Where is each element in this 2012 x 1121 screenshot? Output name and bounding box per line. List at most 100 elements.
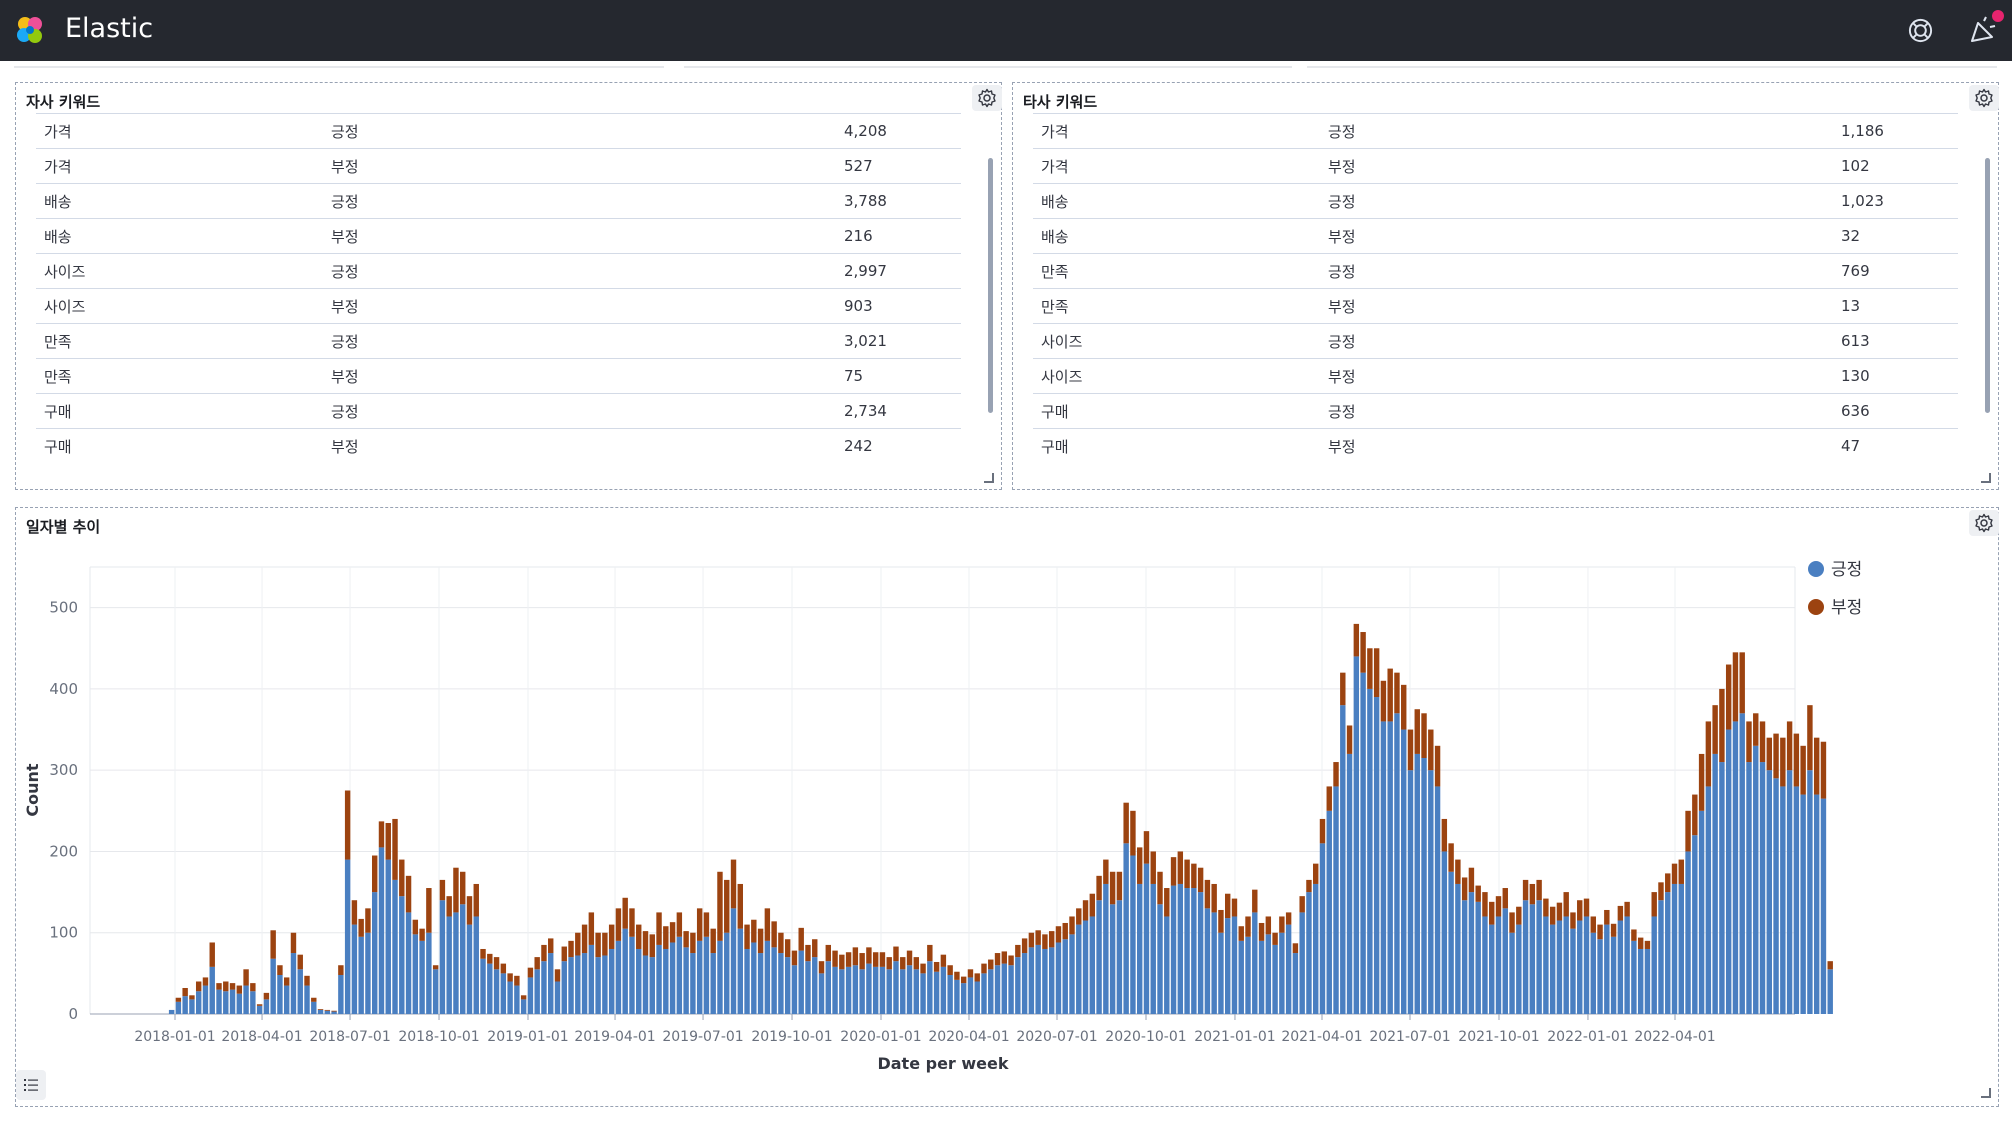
bar-positive [812, 957, 818, 1014]
bar-positive [1773, 778, 1779, 1014]
table-scrollbar[interactable] [988, 158, 993, 413]
panel-settings-button[interactable] [1969, 85, 1999, 111]
bar-negative [1807, 705, 1813, 771]
bar-positive [554, 981, 561, 1014]
news-icon[interactable] [1968, 15, 1998, 45]
bar-negative [1665, 873, 1671, 893]
bar-positive [1021, 953, 1028, 1014]
bar-negative [900, 957, 906, 970]
bar-positive [663, 948, 669, 1014]
bar-negative [1509, 912, 1515, 933]
bar-negative [1522, 879, 1529, 901]
bar-positive [419, 940, 425, 1014]
bar-negative [1414, 709, 1420, 754]
bar-negative [1225, 893, 1231, 919]
bar-positive [175, 1001, 182, 1014]
bar-positive [1272, 944, 1278, 1014]
sentiment-cell: 긍정 [323, 113, 836, 149]
bar-positive [311, 1001, 317, 1014]
keyword-cell: 사이즈 [36, 288, 323, 324]
app-title[interactable]: Elastic [65, 13, 154, 44]
bar-negative [1333, 762, 1339, 787]
elastic-logo-icon[interactable] [14, 14, 46, 46]
bar-negative [1678, 859, 1684, 884]
bar-positive [703, 936, 710, 1014]
bar-positive [1109, 904, 1116, 1014]
bar-positive [696, 940, 703, 1014]
bar-negative [724, 879, 730, 933]
bar-positive [1082, 920, 1089, 1014]
bar-positive [954, 979, 960, 1014]
table-scrollbar[interactable] [1985, 158, 1990, 413]
bar-positive [446, 916, 452, 1014]
bar-positive [629, 936, 635, 1014]
legend-label[interactable]: 부정 [1831, 598, 1862, 618]
bar-negative [744, 924, 750, 949]
bar-negative [1495, 896, 1502, 917]
bar-positive [1231, 916, 1238, 1014]
bar-positive [548, 953, 554, 1014]
bar-negative [392, 818, 398, 880]
bar-negative [412, 919, 419, 935]
x-tick-label: 2021-04-01 [1281, 1029, 1362, 1045]
bar-positive [1482, 916, 1488, 1014]
bar-positive [1637, 948, 1644, 1014]
resize-handle[interactable] [984, 473, 994, 483]
bar-positive [195, 991, 202, 1014]
sentiment-cell: 긍정 [323, 253, 836, 289]
bar-negative [1543, 898, 1549, 917]
sentiment-cell: 긍정 [1320, 183, 1833, 219]
bar-negative [940, 954, 947, 967]
bar-negative [1597, 924, 1603, 940]
bar-positive [378, 847, 385, 1014]
bar-positive [1820, 798, 1827, 1014]
bar-negative [311, 997, 317, 1002]
bar-positive [1583, 916, 1590, 1014]
count-cell: 2,997 [836, 253, 961, 289]
bar-negative [202, 977, 209, 986]
bar-positive [825, 961, 831, 1014]
bar-positive [460, 904, 466, 1014]
legend-label[interactable]: 긍정 [1831, 560, 1862, 580]
own-keywords-panel: 자사 키워드 가격 긍정 4,208 가격 부정 527 배송 긍정 3,788 배송 부정 216 사… [15, 82, 1002, 490]
table-row: 만족 긍정 3,021 [36, 323, 961, 359]
bar-negative [1421, 713, 1427, 758]
count-cell: 47 [1833, 428, 1958, 464]
resize-handle[interactable] [1981, 1088, 1991, 1098]
y-tick-label: 0 [68, 1005, 78, 1023]
bar-negative [1360, 632, 1366, 673]
bar-positive [1577, 920, 1583, 1014]
bar-positive [1096, 900, 1102, 1014]
bar-positive [676, 936, 683, 1014]
bar-negative [927, 944, 933, 962]
panel-settings-button[interactable] [972, 85, 1002, 111]
keyword-cell: 배송 [1033, 183, 1320, 219]
panel-settings-button[interactable] [1969, 510, 1999, 536]
y-tick-label: 400 [49, 680, 78, 698]
bar-negative [1082, 900, 1089, 921]
bar-negative [1258, 922, 1265, 941]
sentiment-cell: 부정 [323, 148, 836, 184]
bar-negative [446, 896, 452, 917]
help-icon[interactable] [1907, 17, 1934, 44]
panel-title: 일자별 추이 [26, 518, 101, 536]
legend-toggle-button[interactable] [16, 1070, 46, 1100]
bar-positive [615, 940, 622, 1014]
table-row: 구매 부정 242 [36, 428, 961, 464]
bar-positive [967, 977, 974, 1014]
bar-positive [324, 1010, 331, 1014]
bar-negative [1157, 871, 1163, 905]
bar-negative [1502, 888, 1508, 909]
bar-negative [615, 908, 622, 941]
bar-positive [1015, 957, 1021, 1014]
bar-negative [1637, 937, 1644, 949]
bar-negative [1055, 926, 1062, 943]
table-row: 사이즈 부정 130 [1033, 358, 1958, 394]
resize-handle[interactable] [1981, 473, 1991, 483]
bar-negative [1624, 901, 1630, 917]
list-icon [24, 1079, 38, 1091]
bar-negative [1725, 664, 1732, 730]
bar-negative [243, 969, 249, 986]
bar-negative [825, 944, 831, 962]
bar-positive [1516, 924, 1522, 1014]
